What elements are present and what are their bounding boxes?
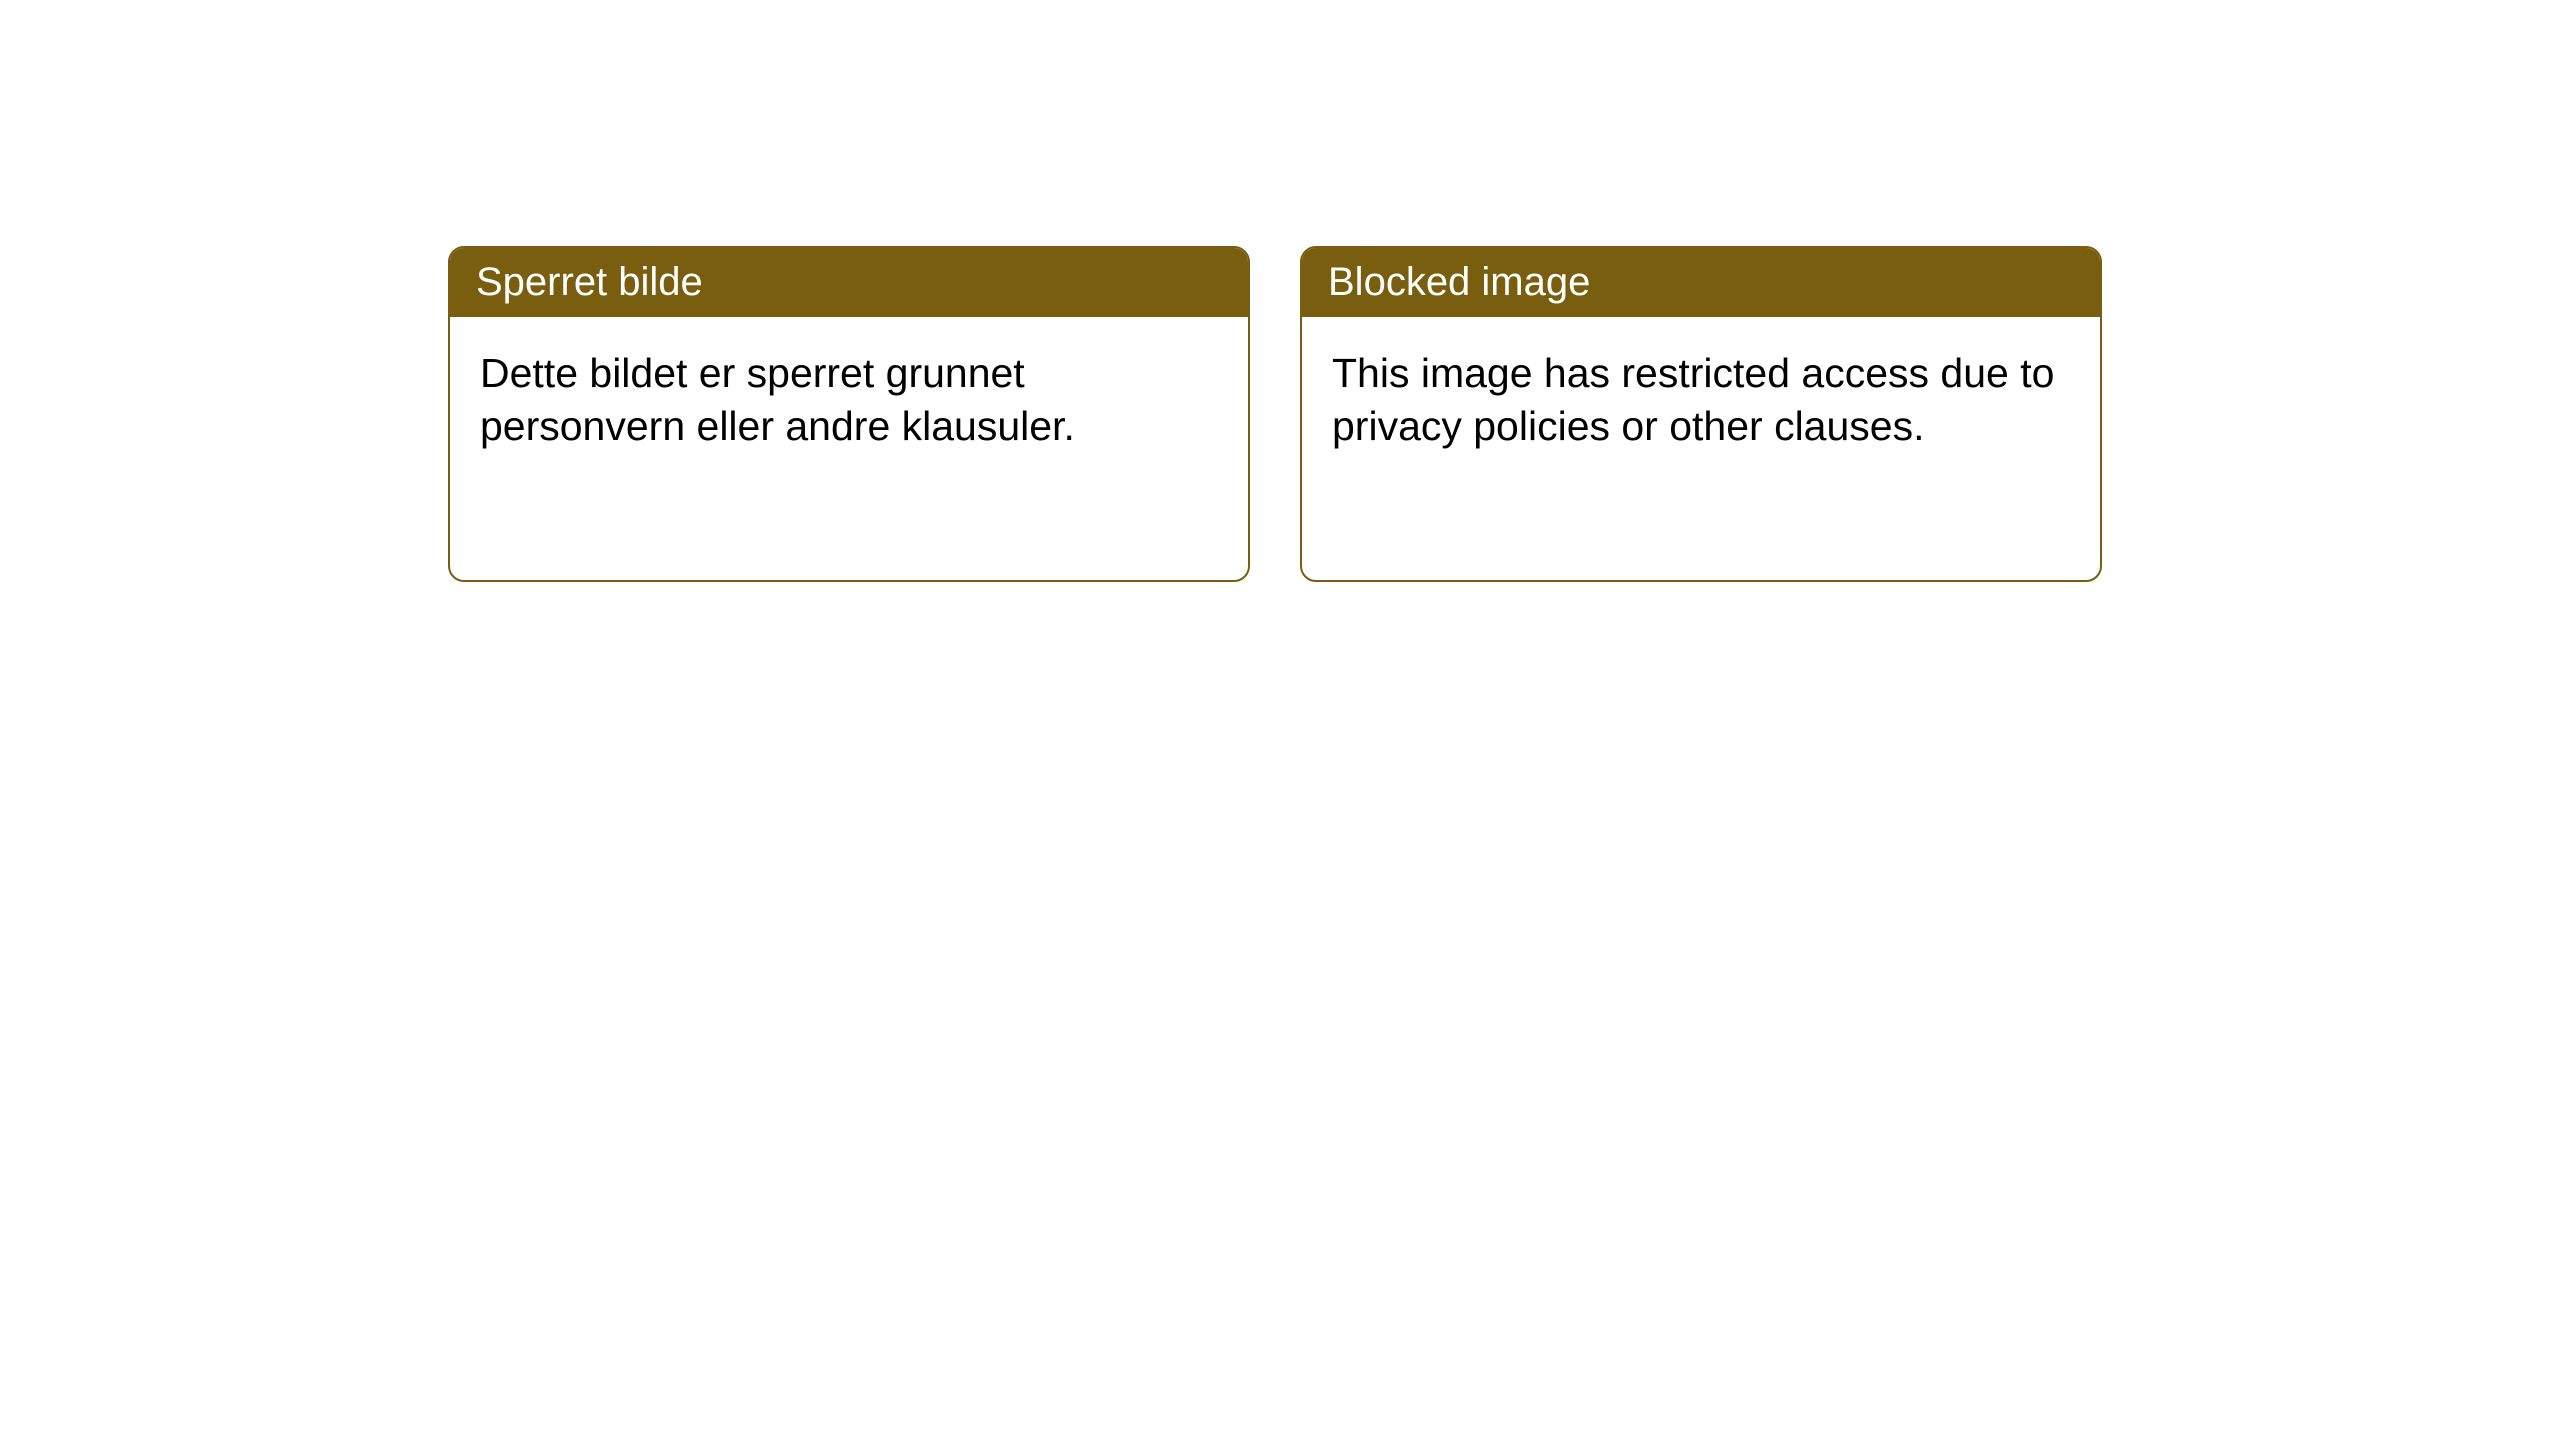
blocked-image-card-no: Sperret bilde Dette bildet er sperret gr… — [448, 246, 1250, 582]
card-header-en: Blocked image — [1302, 248, 2100, 317]
blocked-image-card-en: Blocked image This image has restricted … — [1300, 246, 2102, 582]
card-body-en: This image has restricted access due to … — [1302, 317, 2100, 484]
card-title-no: Sperret bilde — [476, 260, 703, 304]
card-message-no: Dette bildet er sperret grunnet personve… — [480, 350, 1075, 449]
card-row: Sperret bilde Dette bildet er sperret gr… — [448, 246, 2102, 582]
card-header-no: Sperret bilde — [450, 248, 1248, 317]
card-title-en: Blocked image — [1328, 260, 1590, 304]
card-message-en: This image has restricted access due to … — [1332, 350, 2054, 449]
card-body-no: Dette bildet er sperret grunnet personve… — [450, 317, 1248, 484]
